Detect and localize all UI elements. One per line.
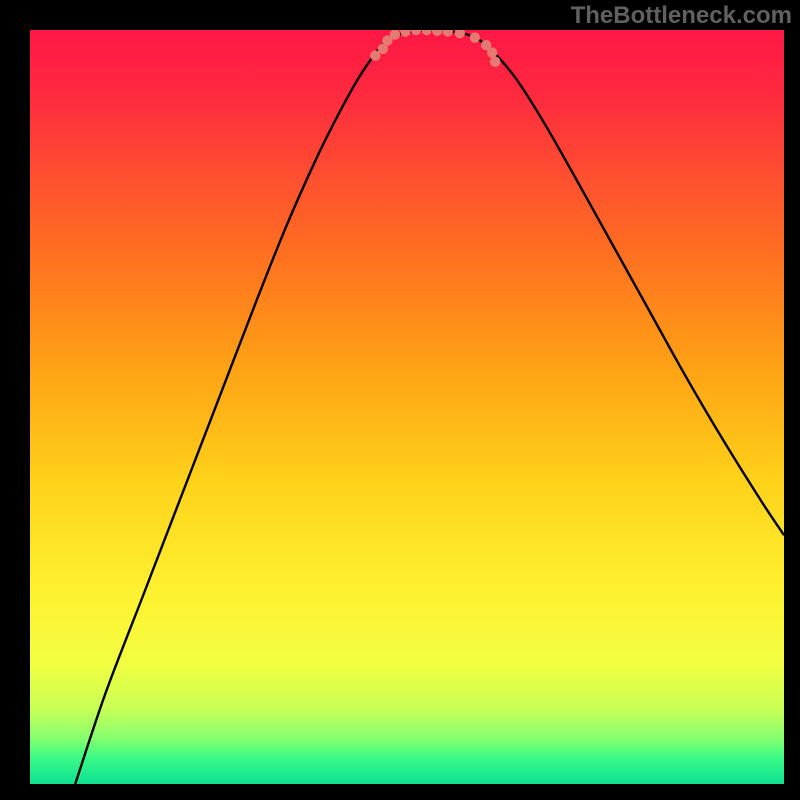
chart-plot-area: [30, 30, 784, 784]
valley-marker-dot: [470, 32, 480, 42]
watermark-text: TheBottleneck.com: [571, 2, 792, 30]
valley-marker-dot: [490, 56, 500, 66]
valley-marker-dot: [487, 47, 497, 57]
chart-svg: [30, 30, 784, 784]
gradient-background: [30, 30, 784, 784]
